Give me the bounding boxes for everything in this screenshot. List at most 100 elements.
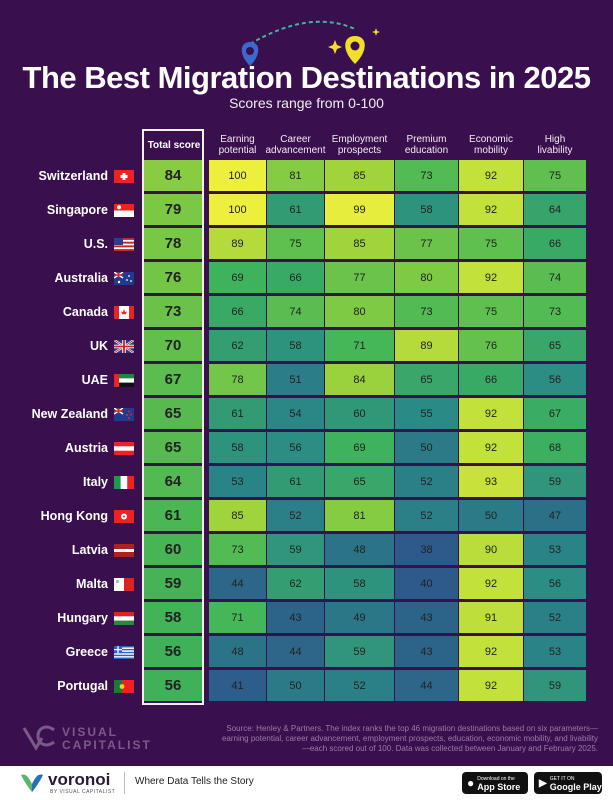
new-zealand-flag-icon [114, 408, 134, 421]
score-cell: 89 [209, 228, 266, 259]
score-cell: 92 [459, 568, 523, 599]
vc-logo-icon [22, 725, 55, 751]
score-cell: 58 [209, 432, 266, 463]
column-header-career-advancement: Career advancement [265, 134, 326, 156]
total-score-cell: 67 [144, 364, 202, 395]
total-score-cell: 84 [144, 160, 202, 191]
footer-tagline: Where Data Tells the Story [135, 776, 254, 787]
app-store-button[interactable]: ● Download on the App Store [462, 772, 528, 794]
score-cell: 65 [395, 364, 458, 395]
score-cell: 53 [524, 534, 586, 565]
singapore-flag-icon [114, 204, 134, 217]
score-cell: 52 [267, 500, 324, 531]
blue-pin-icon [241, 42, 259, 66]
score-cell: 43 [395, 602, 458, 633]
score-cell: 92 [459, 636, 523, 667]
google-play-small: GET IT ON [549, 776, 575, 782]
score-cell: 73 [524, 296, 586, 327]
page-title: The Best Migration Destinations in 2025 [22, 60, 591, 95]
country-label: Austria [64, 441, 108, 455]
score-cell: 56 [524, 568, 586, 599]
score-cell: 73 [395, 160, 458, 191]
score-cell: 61 [267, 466, 324, 497]
voronoi-logo-icon [21, 774, 43, 792]
column-header-economic-mobility: Economic mobility [469, 134, 513, 156]
total-score-header: Total score [147, 139, 201, 151]
score-cell: 66 [209, 296, 266, 327]
column-header-employment-prospects: Employment prospects [331, 134, 388, 156]
score-cell: 85 [325, 160, 394, 191]
vc-line2: CAPITALIST [62, 738, 152, 752]
score-cell: 80 [395, 262, 458, 293]
score-cell: 92 [459, 432, 523, 463]
switzerland-flag-icon [114, 170, 134, 183]
austria-flag-icon [114, 442, 134, 455]
score-cell: 62 [209, 330, 266, 361]
score-cell: 50 [267, 670, 324, 701]
canada-flag-icon [114, 306, 134, 319]
total-score-cell: 76 [144, 262, 202, 293]
score-cell: 48 [325, 534, 394, 565]
latvia-flag-icon [114, 544, 134, 557]
score-cell: 61 [267, 194, 324, 225]
score-cell: 99 [325, 194, 394, 225]
score-cell: 92 [459, 670, 523, 701]
score-cell: 50 [459, 500, 523, 531]
footer-divider [124, 772, 125, 794]
score-cell: 85 [209, 500, 266, 531]
score-cell: 52 [395, 500, 458, 531]
score-cell: 40 [395, 568, 458, 599]
yellow-pin-icon [345, 36, 365, 64]
header: The Best Migration Destinations in 2025 … [0, 0, 613, 120]
score-cell: 74 [524, 262, 586, 293]
country-label: UK [89, 339, 108, 353]
score-cell: 92 [459, 398, 523, 429]
us-flag-icon [114, 238, 134, 251]
score-cell: 71 [325, 330, 394, 361]
country-label: Latvia [71, 543, 108, 557]
score-cell: 92 [459, 160, 523, 191]
score-cell: 48 [209, 636, 266, 667]
score-cell: 73 [209, 534, 266, 565]
voronoi-brand-sub: BY VISUAL CAPITALIST [50, 789, 116, 795]
total-score-cell: 59 [144, 568, 202, 599]
vc-line1: VISUAL [62, 725, 119, 739]
score-cell: 44 [267, 636, 324, 667]
app-store-small: Download on the [477, 776, 515, 782]
score-cell: 59 [524, 466, 586, 497]
score-cell: 52 [524, 602, 586, 633]
score-cell: 64 [524, 194, 586, 225]
total-score-cell: 61 [144, 500, 202, 531]
total-score-cell: 60 [144, 534, 202, 565]
google-play-button[interactable]: ▶ GET IT ON Google Play [534, 772, 602, 794]
score-cell: 73 [395, 296, 458, 327]
page-subtitle: Scores range from 0-100 [229, 95, 384, 111]
score-cell: 66 [524, 228, 586, 259]
score-cell: 62 [267, 568, 324, 599]
score-cell: 59 [325, 636, 394, 667]
portugal-flag-icon [114, 680, 134, 693]
score-cell: 100 [209, 160, 266, 191]
score-cell: 53 [209, 466, 266, 497]
score-cell: 50 [395, 432, 458, 463]
source-note: Source: Henley & Partners. The index ran… [221, 724, 598, 753]
score-cell: 49 [325, 602, 394, 633]
total-score-cell: 65 [144, 432, 202, 463]
score-table: Total score Earning potential Career advance… [32, 134, 586, 701]
score-cell: 75 [459, 296, 523, 327]
google-play-label: Google Play [549, 782, 602, 792]
country-label: Australia [54, 271, 109, 285]
score-cell: 66 [459, 364, 523, 395]
column-header-premium-education: Premium education [404, 134, 449, 156]
score-cell: 69 [209, 262, 266, 293]
score-cell: 76 [459, 330, 523, 361]
score-cell: 75 [459, 228, 523, 259]
score-cell: 92 [459, 262, 523, 293]
uk-flag-icon [114, 340, 134, 353]
score-cell: 58 [267, 330, 324, 361]
score-cell: 69 [325, 432, 394, 463]
score-cell: 100 [209, 194, 266, 225]
score-cell: 75 [267, 228, 324, 259]
country-label: Portugal [57, 679, 108, 693]
total-score-cell: 78 [144, 228, 202, 259]
